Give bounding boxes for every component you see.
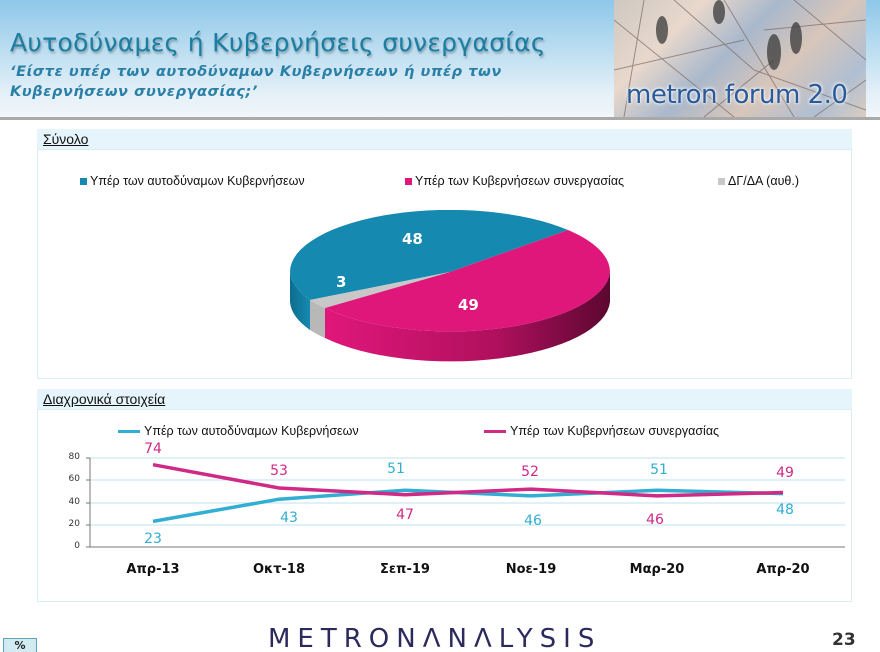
question-subtitle: ‘Είστε υπέρ των αυτοδύναμων Κυβερνήσεων … — [10, 64, 502, 100]
line-panel-title: Διαχρονικά στοιχεία — [43, 391, 166, 407]
data-label-a: 23 — [144, 531, 162, 547]
page-number: 23 — [832, 630, 856, 650]
y-tick: 40 — [68, 497, 80, 507]
legend-label: Υπέρ των αυτοδύναμων Κυβερνήσεων — [90, 174, 305, 188]
legend-swatch-teal-icon — [80, 177, 87, 185]
data-label-b: 46 — [646, 512, 664, 528]
legend-line-teal-icon — [118, 429, 140, 433]
line-panel — [37, 409, 852, 602]
legend-label: Υπέρ των Κυβερνήσεων συνεργασίας — [415, 174, 625, 188]
banner-text: metron forum 2.0 — [626, 80, 848, 110]
line-panel-heading: Διαχρονικά στοιχεία — [37, 389, 852, 409]
x-tick: Νοε-19 — [505, 562, 557, 577]
legend-swatch-magenta-icon — [405, 177, 412, 185]
y-tick: 60 — [68, 474, 80, 484]
line-legend-item-single-party: Υπέρ των αυτοδύναμων Κυβερνήσεων — [118, 424, 359, 438]
data-label-a: 48 — [776, 502, 794, 518]
data-label-b: 49 — [776, 465, 794, 481]
pie-panel-title: Σύνολο — [43, 131, 89, 147]
legend-swatch-gray-icon — [718, 177, 725, 185]
data-label-a: 43 — [280, 510, 298, 526]
line-chart: 80 60 40 20 0 Απρ-13 Οκτ-18 Σεπ-19 Νοε-1… — [40, 440, 860, 590]
page-title: Αυτοδύναμες ή Κυβερνήσεις συνεργασίας — [10, 28, 546, 57]
header: Αυτοδύναμες ή Κυβερνήσεις συνεργασίας ‘Ε… — [0, 0, 880, 120]
data-label-b: 52 — [521, 464, 539, 480]
x-tick: Απρ-13 — [126, 562, 180, 577]
y-tick: 80 — [68, 452, 80, 462]
legend-label: Υπέρ των Κυβερνήσεων συνεργασίας — [510, 424, 720, 438]
line-legend-item-coalition: Υπέρ των Κυβερνήσεων συνεργασίας — [484, 424, 719, 438]
pie-legend-item-single-party: Υπέρ των αυτοδύναμων Κυβερνήσεων — [80, 174, 305, 188]
data-label-a: 51 — [387, 461, 405, 477]
pie-label-coalition: 49 — [458, 296, 479, 314]
pie-legend-item-coalition: Υπέρ των Κυβερνήσεων συνεργασίας — [405, 174, 624, 188]
pie-label-dk-na: 3 — [336, 273, 347, 291]
data-label-b: 47 — [396, 507, 414, 523]
x-tick: Απρ-20 — [756, 562, 810, 577]
x-tick: Οκτ-18 — [252, 562, 306, 577]
data-label-a: 46 — [524, 513, 542, 529]
legend-label: Υπέρ των αυτοδύναμων Κυβερνήσεων — [144, 424, 359, 438]
percent-button[interactable]: % — [3, 638, 37, 652]
data-label-b: 74 — [144, 441, 162, 457]
pie-label-single-party: 48 — [402, 230, 423, 248]
legend-line-magenta-icon — [484, 429, 506, 433]
legend-label: ΔΓ/ΔΑ (αυθ.) — [728, 174, 799, 188]
metron-analysis-logo: METRONΛNΛLYSIS — [268, 624, 602, 652]
x-tick: Σεπ-19 — [380, 562, 430, 577]
geometric-floor-photo-icon — [614, 0, 866, 117]
y-tick: 0 — [74, 541, 80, 551]
metron-forum-banner: metron forum 2.0 — [614, 0, 866, 117]
pie-panel-heading: Σύνολο — [37, 129, 852, 149]
x-tick: Μαρ-20 — [629, 562, 685, 577]
pie-legend-item-dk-na: ΔΓ/ΔΑ (αυθ.) — [718, 174, 799, 188]
pie-chart: 48 49 3 — [280, 209, 620, 380]
y-tick: 20 — [68, 519, 80, 529]
data-label-a: 51 — [650, 462, 668, 478]
data-label-b: 53 — [270, 463, 288, 479]
